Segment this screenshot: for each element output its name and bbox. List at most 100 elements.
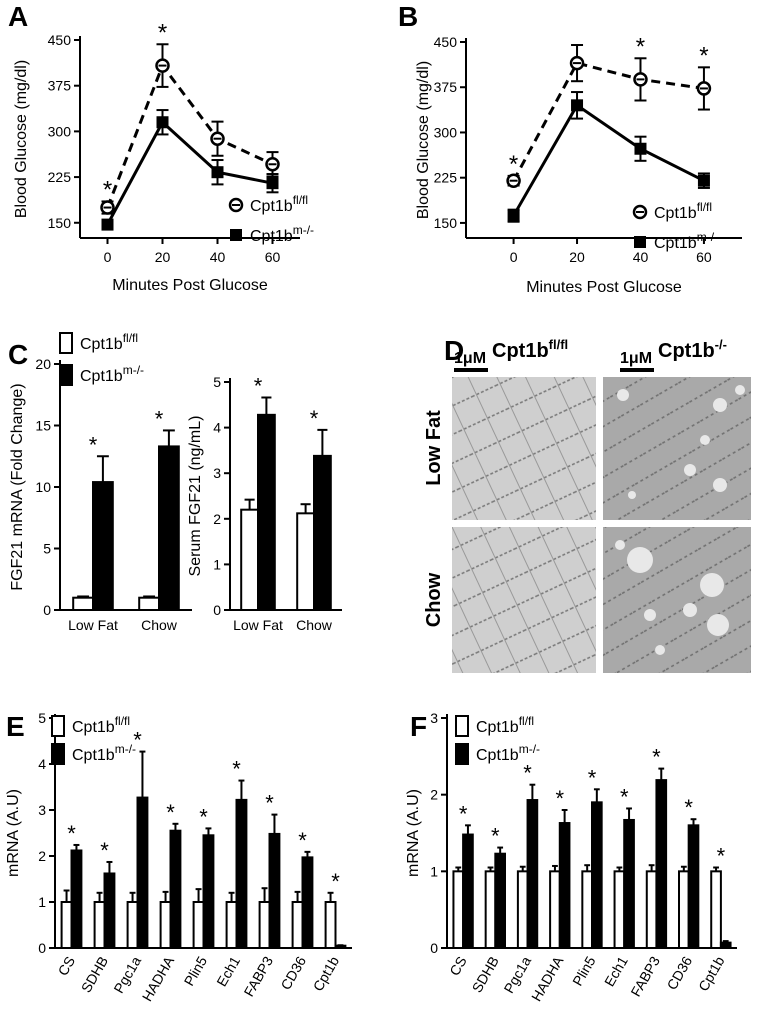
y-tick-label: 2: [213, 511, 221, 527]
bar: [452, 870, 465, 949]
legend-sup: m-/-: [115, 742, 136, 756]
significance: *: [158, 19, 167, 46]
column-header: Cpt1b-/-: [658, 337, 727, 362]
bar: [60, 901, 73, 949]
series-line: [106, 119, 273, 226]
x-tick-label: 60: [696, 249, 712, 265]
bar: [324, 901, 337, 949]
legend-name: Cpt1b: [654, 205, 697, 222]
chart: 0 5 10 15 20 FGF21 mRNA (Fold Change) C Low Fat…: [8, 331, 192, 633]
bar: [70, 849, 83, 949]
bar: [516, 870, 529, 949]
y-tick-label: 2: [430, 787, 438, 803]
legend-name: Cpt1b: [80, 336, 123, 353]
x-tick-label: 20: [155, 249, 171, 265]
legend-swatch: [455, 715, 469, 737]
legend-label: Cpt1bfl/fl: [80, 331, 138, 353]
legend-sup: fl/fl: [697, 200, 712, 214]
y-tick-label: 15: [35, 418, 51, 434]
significance: *: [717, 844, 726, 869]
legend-label: Cpt1bfl/fl: [654, 200, 712, 222]
significance: *: [265, 791, 274, 816]
y-tick-label: 225: [48, 169, 72, 185]
y-tick-label: 300: [434, 124, 458, 140]
legend-sup: fl/fl: [123, 331, 138, 345]
micrograph: [452, 377, 596, 520]
significance: *: [199, 804, 208, 829]
legend-sup: fl/fl: [519, 714, 534, 728]
bar: [136, 796, 149, 950]
y-tick-label: 4: [38, 756, 46, 772]
bar: [268, 832, 281, 949]
x-tick-label: 40: [633, 249, 649, 265]
legend-name: Cpt1b: [476, 719, 519, 736]
bar: [258, 901, 271, 949]
series-line: [512, 61, 705, 182]
bar: [591, 801, 603, 949]
x-tick-label: Chow: [296, 617, 333, 633]
bar: [235, 798, 248, 949]
legend-swatch: [51, 715, 65, 737]
point: [634, 236, 646, 248]
legend-label: Cpt1bm-/-: [476, 742, 540, 764]
chart: 0 1 2 3 4 5 Serum FGF21 (ng/mL) Low Fat * Chow *: [187, 374, 342, 633]
scale-bar-label: 1μM: [620, 350, 652, 367]
legend-swatch: [59, 332, 73, 354]
bar: [549, 870, 561, 949]
legend-name: Cpt1b: [80, 368, 123, 385]
y-tick-label: 225: [434, 170, 458, 186]
legend-swatch: [59, 364, 73, 386]
significance: *: [298, 828, 307, 853]
legend-name: Cpt1b: [654, 235, 697, 252]
y-axis-label: Blood Glucose (mg/dl): [415, 61, 432, 219]
y-tick-label: 3: [430, 710, 438, 726]
significance: *: [331, 869, 340, 894]
legend-sup: m-/-: [519, 742, 540, 756]
legend-name: Cpt1b: [72, 747, 115, 764]
scale-bar: [620, 368, 654, 372]
bar: [240, 508, 259, 611]
y-tick-label: 4: [213, 420, 221, 436]
bar: [202, 834, 215, 949]
significance: *: [523, 761, 532, 786]
significance: *: [588, 765, 597, 790]
x-axis-label: Minutes Post Glucose: [112, 277, 268, 294]
significance: *: [67, 821, 76, 846]
y-tick-label: 375: [434, 79, 458, 95]
significance: *: [684, 795, 693, 820]
significance: *: [652, 745, 661, 770]
y-tick-label: 0: [38, 940, 46, 956]
legend-sup: m-/-: [293, 223, 314, 237]
bar: [92, 481, 114, 611]
significance: *: [459, 801, 468, 826]
bar: [655, 779, 668, 949]
bar: [159, 901, 172, 949]
y-tick-label: 5: [38, 710, 46, 726]
legend-label: Cpt1bfl/fl: [476, 714, 534, 736]
panel-letter: B: [398, 1, 418, 32]
x-axis-label: Minutes Post Glucose: [526, 279, 682, 296]
y-tick-label: 3: [213, 465, 221, 481]
x-tick-label: 20: [569, 249, 585, 265]
panel-letter: C: [8, 339, 28, 370]
y-tick-label: 375: [48, 78, 72, 94]
point: [571, 99, 584, 112]
significance: *: [491, 824, 500, 849]
row-label: Chow: [423, 572, 445, 627]
y-tick-label: 10: [35, 479, 51, 495]
bar: [313, 454, 332, 612]
y-tick-label: 150: [48, 215, 72, 231]
y-axis-label: Blood Glucose (mg/dl): [13, 60, 30, 218]
legend-label: Cpt1bm-/-: [80, 363, 144, 385]
significance: *: [254, 374, 263, 399]
legend-sup: m-/-: [697, 230, 718, 244]
x-tick-label: 40: [210, 249, 226, 265]
bar: [138, 596, 160, 612]
legend-sup: fl/fl: [115, 714, 130, 728]
panel-letter: A: [8, 1, 28, 32]
significance: *: [620, 784, 629, 809]
y-tick-label: 450: [48, 32, 72, 48]
point: [211, 166, 224, 179]
